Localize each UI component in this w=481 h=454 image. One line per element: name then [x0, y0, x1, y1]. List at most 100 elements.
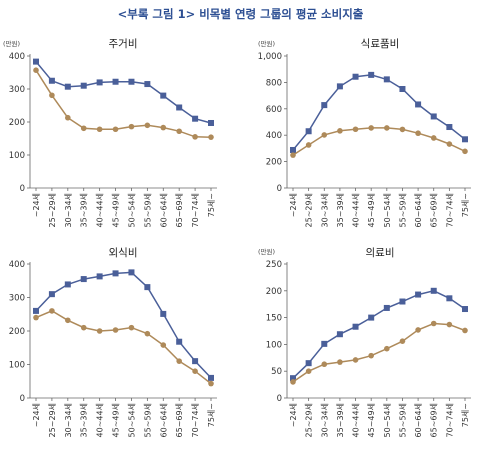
series-line-dark — [35, 61, 212, 124]
x-tick-label: 55~59세 — [398, 193, 407, 227]
data-point-circle — [65, 114, 71, 121]
data-point-circle — [399, 126, 406, 133]
data-point-square — [112, 78, 119, 85]
y-tick-label: 800 — [266, 78, 282, 88]
data-point-square — [80, 82, 87, 89]
x-tick-label: 45~49세 — [112, 403, 121, 437]
x-tick-label: ~24세 — [289, 193, 298, 217]
panel-title: 주거비 — [109, 38, 138, 50]
data-point-square — [144, 81, 151, 88]
panel-title: 의료비 — [366, 247, 395, 259]
data-point-circle — [112, 327, 119, 333]
data-point-square — [462, 306, 468, 313]
series-line-dark — [292, 290, 466, 379]
y-tick-label: 400 — [9, 260, 25, 270]
x-tick-label: 65~69세 — [175, 403, 184, 437]
data-point-square — [33, 58, 39, 65]
data-point-square — [64, 281, 71, 288]
data-point-square — [383, 304, 390, 311]
data-point-circle — [352, 126, 359, 133]
y-tick-label: 0 — [20, 394, 25, 404]
data-point-square — [128, 78, 135, 85]
data-point-circle — [337, 128, 343, 134]
data-point-circle — [192, 368, 198, 375]
data-point-square — [336, 331, 343, 338]
data-point-square — [383, 76, 390, 83]
data-point-square — [430, 287, 437, 294]
data-point-circle — [144, 330, 151, 337]
y-tick-label: 150 — [266, 314, 282, 324]
data-point-square — [290, 146, 296, 153]
data-point-circle — [192, 134, 198, 140]
data-point-square — [112, 270, 119, 277]
data-point-circle — [399, 338, 406, 344]
x-tick-label: ~24세 — [32, 193, 41, 217]
x-tick-label: 45~49세 — [112, 193, 121, 227]
data-point-circle — [176, 358, 182, 364]
x-tick-label: 35~39세 — [80, 193, 89, 227]
data-point-square — [399, 298, 406, 305]
series-line-light — [35, 310, 212, 385]
x-tick-label: 75세~ — [207, 403, 216, 427]
data-point-circle — [415, 327, 421, 333]
series-line-light — [292, 322, 466, 383]
x-tick-label: 50~54세 — [127, 403, 136, 437]
data-point-square — [415, 291, 422, 298]
data-point-square — [368, 314, 375, 321]
figure-title: <부록 그림 1> 비목별 연령 그룹의 평균 소비지출 — [117, 7, 364, 21]
data-point-square — [144, 284, 151, 291]
y-tick-label: 1,000 — [258, 52, 282, 62]
x-tick-label: 65~69세 — [430, 403, 439, 437]
data-point-circle — [368, 125, 374, 131]
y-tick-label: 100 — [9, 151, 25, 161]
y-tick-label: 400 — [9, 52, 25, 62]
data-point-square — [176, 104, 183, 111]
x-tick-label: 25~29세 — [305, 403, 314, 437]
data-point-circle — [446, 141, 453, 147]
data-point-circle — [430, 320, 437, 327]
data-point-square — [48, 291, 55, 298]
data-point-square — [96, 79, 103, 86]
x-tick-label: 25~29세 — [48, 403, 57, 437]
data-point-square — [192, 115, 199, 122]
data-point-square — [208, 119, 214, 126]
y-tick-label: 200 — [9, 118, 25, 128]
y-tick-label: 250 — [266, 260, 282, 270]
unit-label: (만원) — [258, 39, 275, 48]
x-tick-label: 25~29세 — [48, 193, 57, 227]
y-tick-label: 200 — [9, 327, 25, 337]
data-point-circle — [337, 359, 343, 365]
data-point-circle — [321, 132, 328, 138]
data-point-square — [446, 295, 453, 302]
data-point-circle — [144, 122, 151, 129]
data-point-circle — [96, 328, 103, 334]
y-tick-label: 50 — [271, 367, 282, 377]
data-point-circle — [462, 327, 468, 334]
data-point-circle — [80, 125, 87, 132]
x-tick-label: 70~74세 — [191, 403, 200, 437]
data-point-square — [48, 77, 55, 84]
data-point-square — [208, 374, 214, 381]
data-point-square — [290, 375, 296, 382]
x-tick-label: 25~29세 — [305, 193, 314, 227]
x-tick-label: 70~74세 — [445, 193, 454, 227]
x-tick-label: 40~44세 — [96, 403, 105, 437]
x-tick-label: 75세~ — [461, 193, 470, 217]
chart-panel-food: 식료품비 (만원) 0 200 400 600 800 1,000 ~24세 25~29세 30~3… — [258, 38, 471, 227]
panel-title: 식료품비 — [361, 38, 400, 50]
x-tick-label: 30~34세 — [64, 403, 73, 437]
x-tick-label: 60~64세 — [159, 193, 168, 227]
data-point-circle — [49, 308, 55, 314]
data-point-circle — [160, 124, 167, 131]
data-point-circle — [96, 126, 103, 133]
data-point-circle — [305, 142, 312, 148]
data-point-square — [305, 360, 312, 367]
y-tick-label: 100 — [9, 361, 25, 371]
x-tick-label: 35~39세 — [336, 193, 345, 227]
x-tick-label: 30~34세 — [320, 193, 329, 227]
data-point-square — [321, 340, 328, 347]
x-tick-label: 60~64세 — [414, 193, 423, 227]
x-tick-label: 40~44세 — [352, 403, 361, 437]
data-point-circle — [49, 92, 55, 99]
